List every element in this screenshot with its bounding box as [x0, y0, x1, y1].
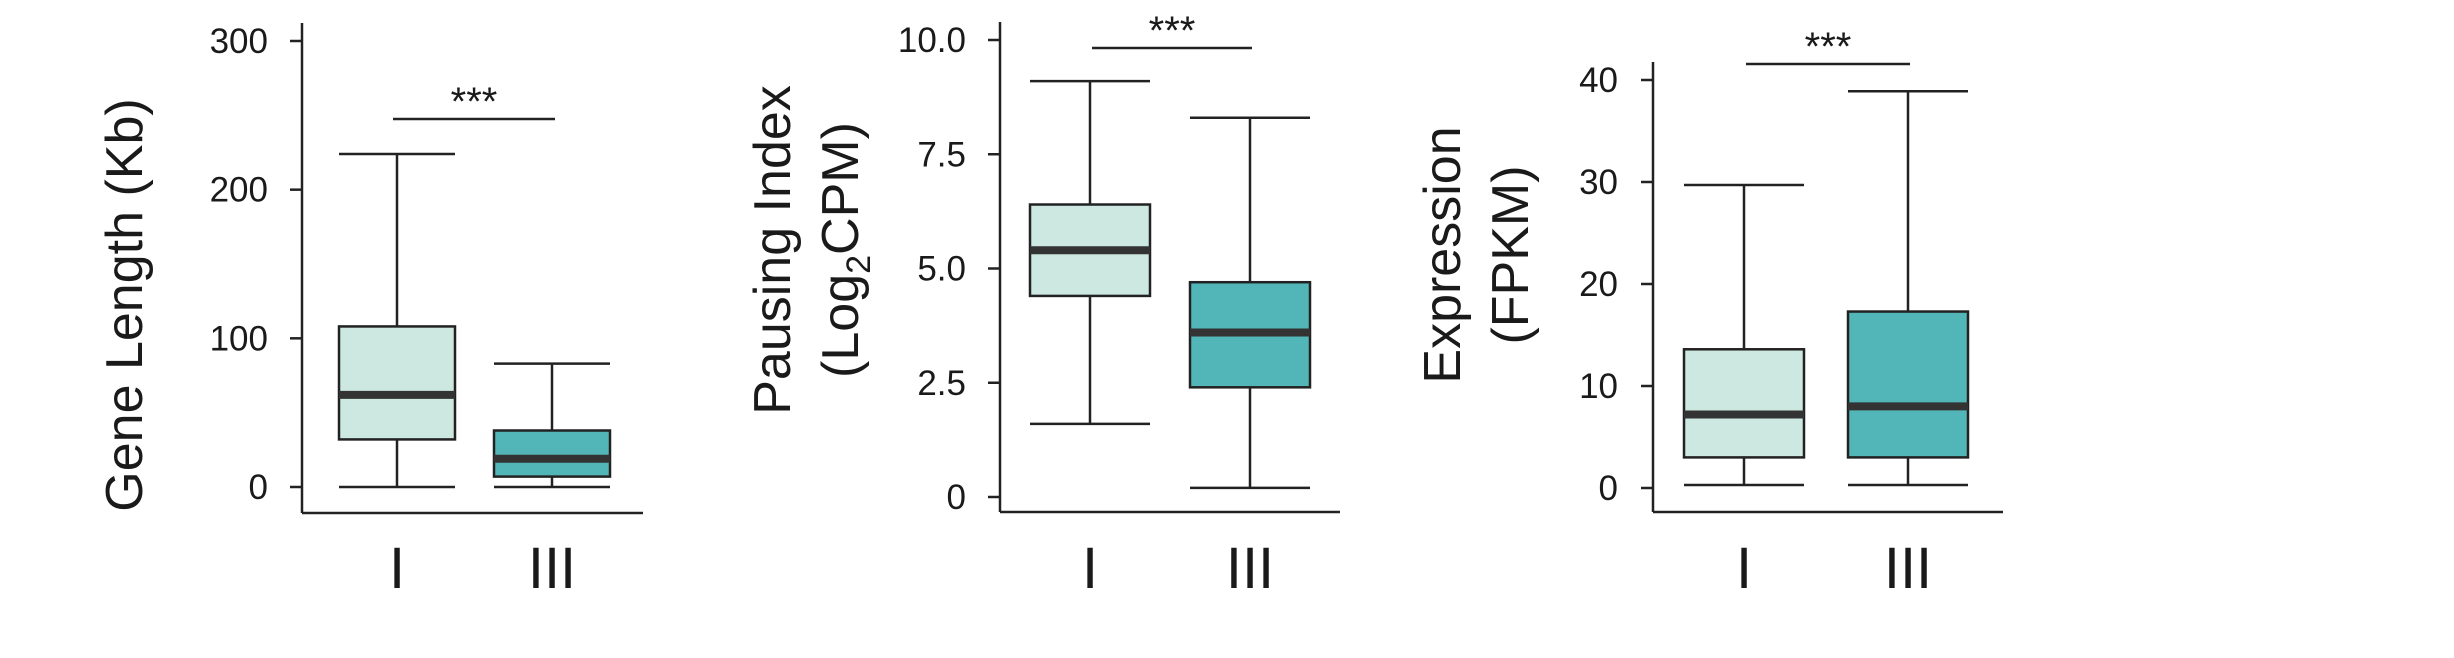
- pausing-index-significance: ***: [1092, 9, 1252, 53]
- expression-y-tick-label: 40: [1579, 61, 1618, 100]
- gene-length-significance-stars: ***: [451, 80, 498, 124]
- expression-x-labels: I III: [1736, 536, 1932, 601]
- iqr-box: [1682, 348, 1806, 459]
- gene-length-y-title: Gene Length (Kb): [96, 98, 154, 511]
- pausing-index-y-tick-label: 5.0: [917, 250, 966, 289]
- expression-y-tick-label: 20: [1579, 265, 1618, 304]
- expression-y-tick-label: 10: [1579, 367, 1618, 406]
- pausing-index-y-tick-label: 10.0: [898, 21, 966, 60]
- pausing-index-boxes: [1028, 79, 1312, 490]
- pausing-index-x-label-iii: III: [1226, 536, 1274, 601]
- expression-y-title: Expression: [1414, 126, 1472, 383]
- expression-y-title-unit: (FPKM): [1482, 165, 1540, 344]
- gene-length-y-tick-label: 0: [249, 468, 268, 507]
- gene-length-y-axis: 0 100 200 300: [210, 22, 643, 515]
- iqr-box: [337, 325, 457, 441]
- expression-significance-stars: ***: [1805, 25, 1852, 69]
- pausing-index-box-i: [1028, 79, 1152, 426]
- gene-length-x-label-iii: III: [528, 536, 576, 601]
- log-subscript: 2: [840, 255, 878, 274]
- pausing-index-y-title: Pausing Index: [744, 85, 802, 415]
- gene-length-box-i: [337, 152, 457, 489]
- pausing-index-y-axis: 0 2.5 5.0 7.5 10.0: [898, 21, 1340, 517]
- gene-length-significance: ***: [393, 80, 555, 124]
- gene-length-y-tick-label: 100: [210, 319, 268, 358]
- pausing-index-y-tick-label: 0: [947, 478, 966, 517]
- gene-length-y-tick-label: 300: [210, 22, 268, 61]
- pausing-index-y-title-unit: (Log2CPM): [812, 122, 878, 378]
- gene-length-boxes: [337, 152, 612, 489]
- pausing-index-significance-stars: ***: [1149, 9, 1196, 53]
- gene-length-x-label-i: I: [389, 536, 405, 601]
- expression-boxes: [1682, 89, 1970, 487]
- expression-y-tick-label: 0: [1599, 469, 1618, 508]
- gene-length-x-labels: I III: [389, 536, 576, 601]
- expression-box-i: [1682, 183, 1806, 487]
- pausing-index-y-tick-label: 7.5: [917, 135, 966, 174]
- pausing-index-x-labels: I III: [1082, 536, 1274, 601]
- expression-y-axis: 0 10 20 30 40: [1579, 61, 2003, 514]
- iqr-box: [1846, 310, 1970, 459]
- pausing-index-box-iii: [1188, 116, 1312, 490]
- expression-box-iii: [1846, 89, 1970, 487]
- expression-x-label-i: I: [1736, 536, 1752, 601]
- expression-x-label-iii: III: [1884, 536, 1932, 601]
- pausing-index-y-tick-label: 2.5: [917, 364, 966, 403]
- pausing-index-panel: Pausing Index (Log2CPM) 0 2.5 5.0 7.5 10.0 *…: [744, 9, 1340, 601]
- pausing-index-x-label-i: I: [1082, 536, 1098, 601]
- expression-significance: ***: [1746, 25, 1910, 69]
- gene-length-y-tick-label: 200: [210, 171, 268, 210]
- gene-length-box-iii: [492, 362, 612, 489]
- expression-y-tick-label: 30: [1579, 163, 1618, 202]
- iqr-box: [492, 429, 612, 478]
